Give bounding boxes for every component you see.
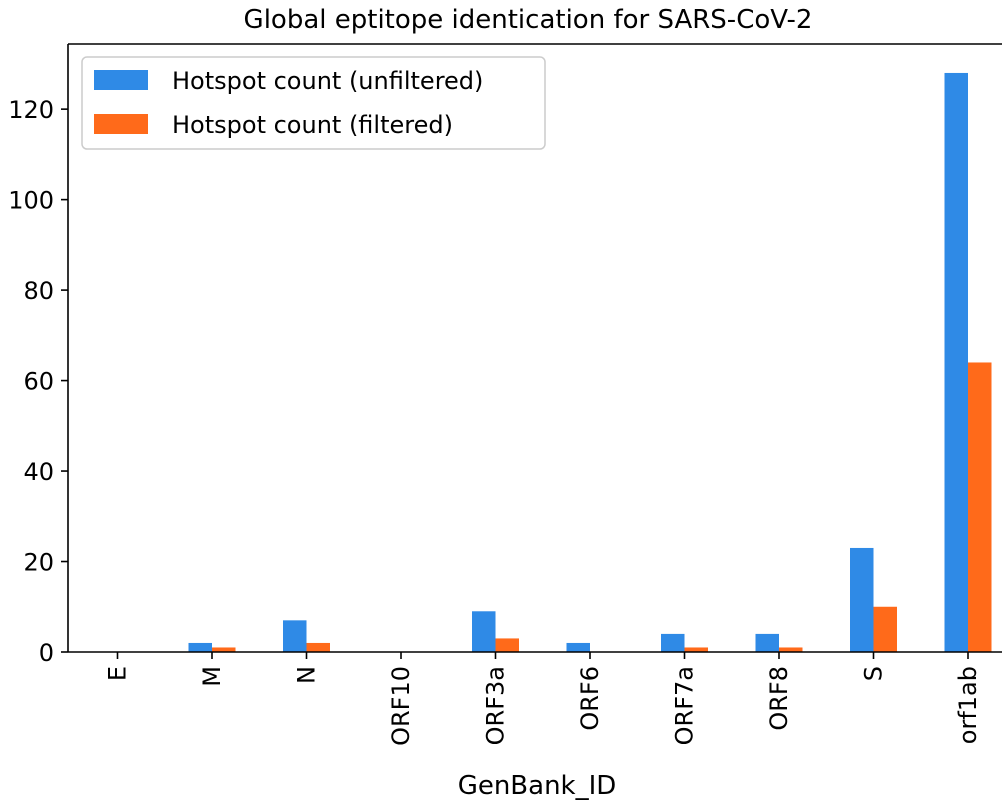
- bar-unfiltered-m: [188, 642, 212, 652]
- y-ticks: 0 20 40 60 80 100 120: [8, 96, 68, 667]
- legend-label-filtered: Hotspot count (filtered): [172, 111, 453, 139]
- bar-unfiltered-orf8: [755, 633, 779, 652]
- y-tick-label-120: 120: [8, 96, 54, 124]
- bar-filtered-orf7a: [684, 647, 708, 652]
- bars-layer: [188, 72, 992, 652]
- legend: Hotspot count (unfiltered) Hotspot count…: [81, 56, 546, 150]
- bar-filtered-orf8: [779, 647, 803, 652]
- legend-swatch-unfiltered: [94, 70, 148, 90]
- x-tick-label-s: S: [860, 666, 888, 681]
- bar-unfiltered-orf1ab: [944, 72, 968, 652]
- y-tick-label-0: 0: [39, 639, 54, 667]
- legend-swatch-filtered: [94, 114, 148, 134]
- y-tick-label-60: 60: [23, 368, 54, 396]
- x-tick-label-orf8: ORF8: [765, 666, 793, 731]
- bar-filtered-m: [212, 647, 236, 652]
- bar-unfiltered-orf6: [566, 642, 590, 652]
- x-tick-label-orf6: ORF6: [576, 666, 604, 731]
- bar-filtered-s: [873, 606, 897, 652]
- bar-unfiltered-orf7a: [661, 633, 685, 652]
- y-tick-label-20: 20: [23, 549, 54, 577]
- legend-label-unfiltered: Hotspot count (unfiltered): [172, 67, 483, 95]
- axes: [67, 43, 1002, 653]
- bar-filtered-n: [306, 642, 330, 652]
- bar-unfiltered-n: [283, 620, 307, 652]
- x-axis-title: GenBank_ID: [458, 771, 617, 801]
- x-tick-label-m: M: [198, 666, 226, 687]
- y-tick-label-80: 80: [23, 277, 54, 305]
- y-tick-label-100: 100: [8, 187, 54, 215]
- x-tick-label-orf10: ORF10: [387, 666, 415, 746]
- legend-frame: [81, 56, 546, 150]
- y-tick-label-40: 40: [23, 458, 54, 486]
- bar-unfiltered-orf3a: [472, 611, 496, 652]
- bar-unfiltered-s: [850, 547, 874, 652]
- x-tick-label-orf3a: ORF3a: [482, 666, 510, 745]
- chart-title: Global eptitope identication for SARS-Co…: [244, 5, 813, 35]
- bar-filtered-orf1ab: [968, 362, 992, 652]
- bar-filtered-orf3a: [495, 638, 519, 652]
- x-tick-label-orf1ab: orf1ab: [954, 666, 982, 744]
- x-tick-label-n: N: [293, 666, 321, 684]
- x-tick-label-orf7a: ORF7a: [671, 666, 699, 745]
- x-tick-label-e: E: [104, 666, 132, 681]
